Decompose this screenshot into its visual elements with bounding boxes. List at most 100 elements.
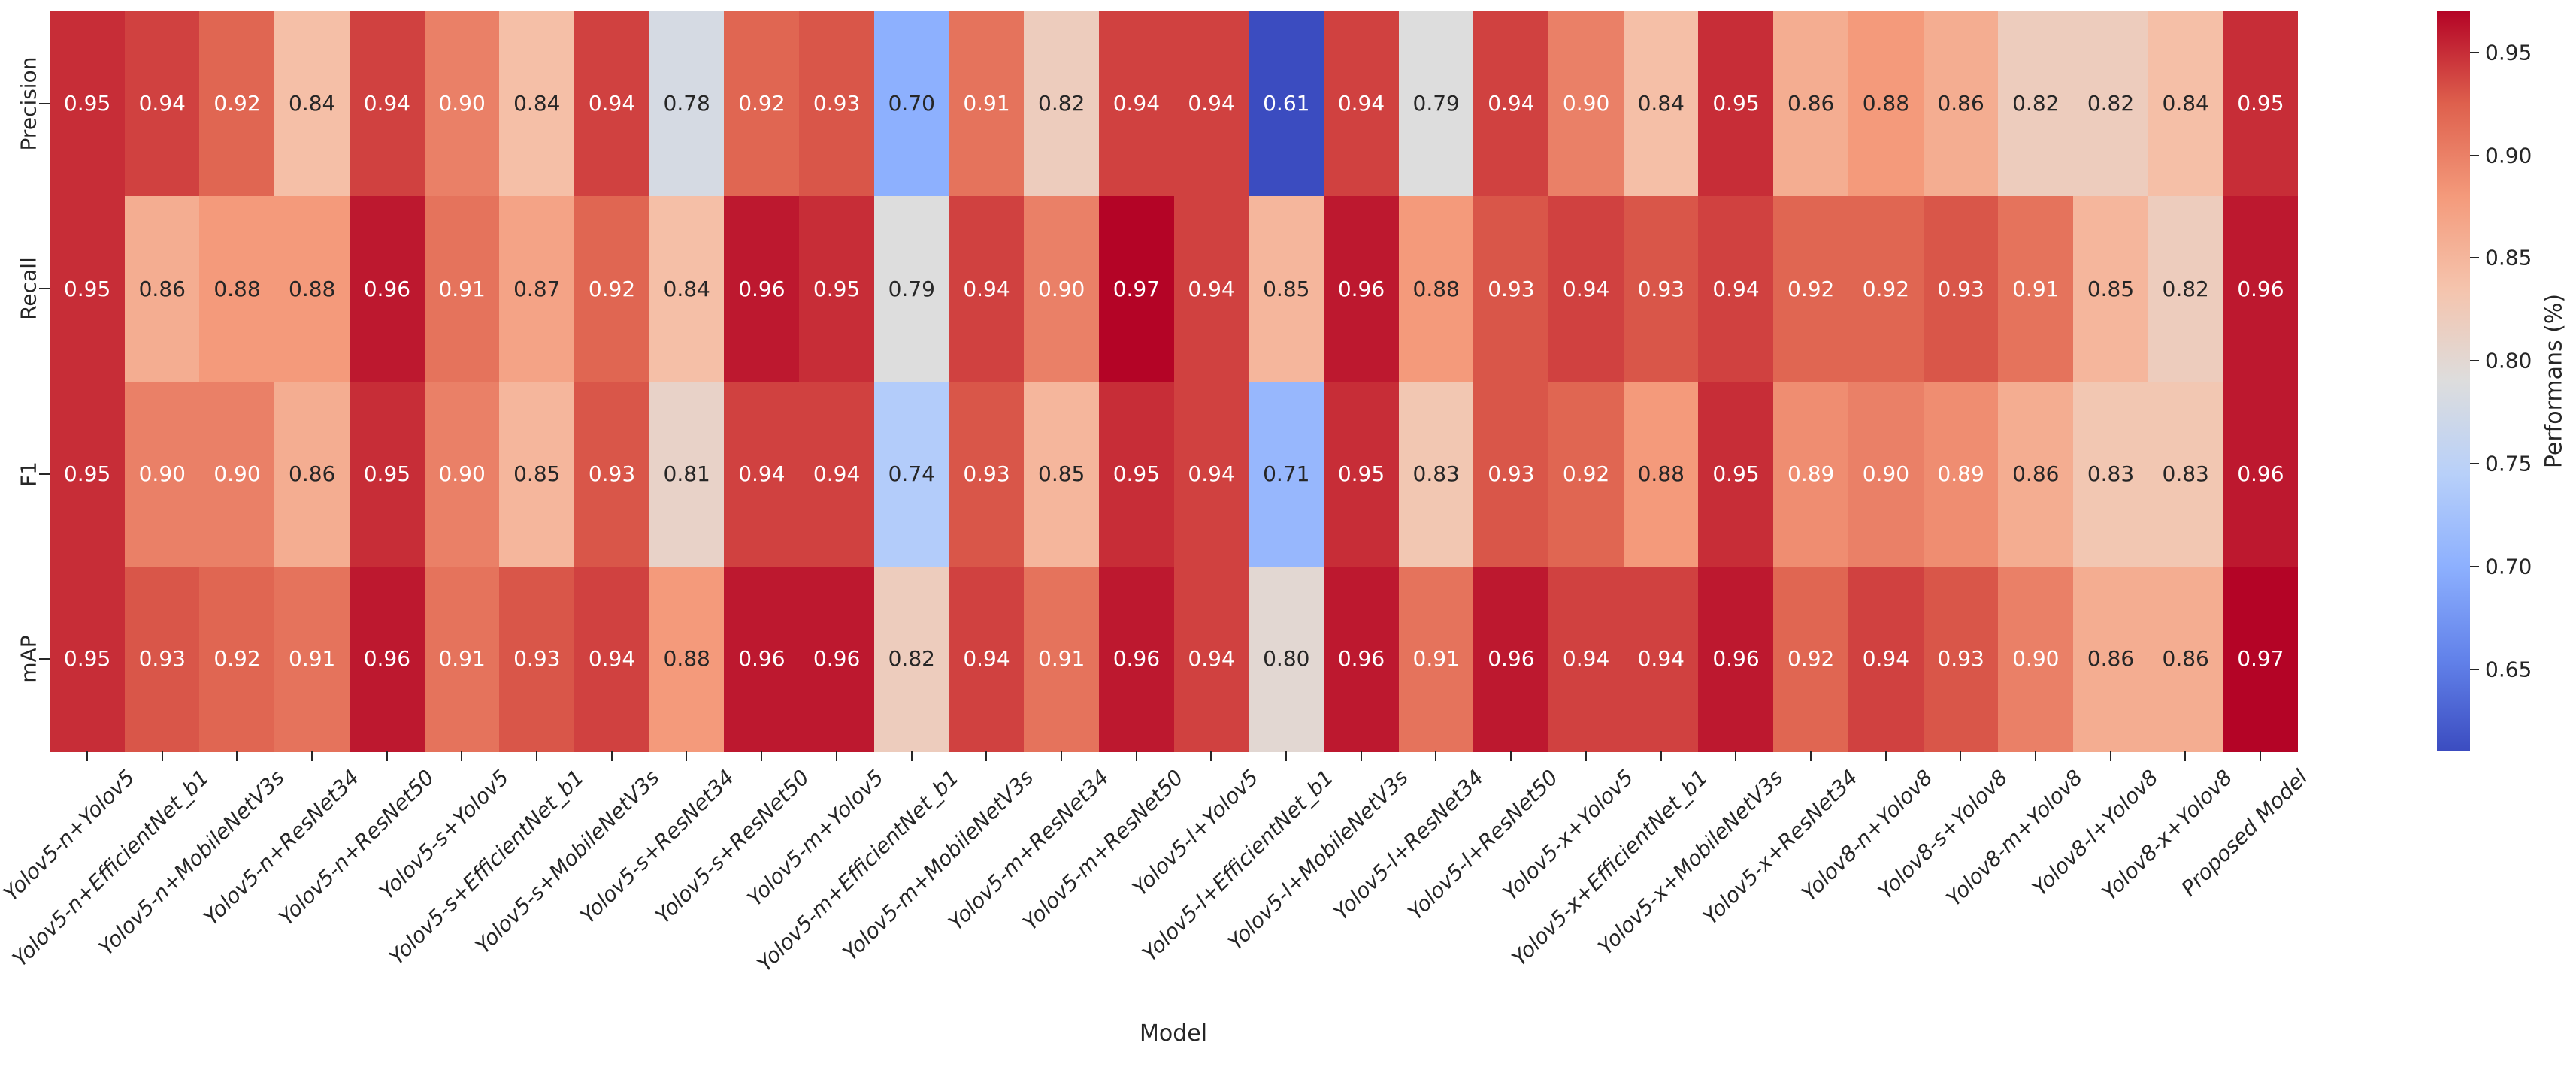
heatmap-cell: 0.80: [1249, 566, 1324, 752]
heatmap-cell: 0.86: [1998, 381, 2074, 567]
heatmap-cell: 0.86: [2148, 566, 2223, 752]
heatmap-cell: 0.82: [2072, 11, 2149, 197]
heatmap-cell: 0.93: [1473, 196, 1549, 382]
heatmap-cell: 0.85: [1024, 381, 1100, 567]
heatmap-cell: 0.95: [1098, 381, 1174, 567]
x-tick-mark: [1809, 751, 1812, 761]
heatmap-cell: 0.94: [949, 566, 1025, 752]
heatmap-cell: 0.92: [199, 566, 275, 752]
heatmap-cell: 0.94: [124, 11, 200, 197]
colorbar-tick-label: 0.85: [2485, 245, 2532, 271]
heatmap-cell: 0.85: [499, 381, 575, 567]
model-column-label: Yolov8-s+Yolov8: [1873, 765, 2013, 905]
x-tick-mark: [1660, 751, 1662, 761]
heatmap-cell: 0.94: [1623, 566, 1699, 752]
model-column-label: Yolov5-s+Yolov5: [374, 765, 514, 905]
x-tick-mark: [2109, 751, 2111, 761]
heatmap-cell: 0.96: [1323, 566, 1400, 752]
heatmap-cell: 0.91: [1998, 196, 2074, 382]
heatmap-cell: 0.91: [1398, 566, 1474, 752]
x-tick-mark: [1135, 751, 1137, 761]
model-column-label: Yolov5-n+Yolov5: [0, 765, 140, 906]
heatmap-cell: 0.93: [499, 566, 575, 752]
colorbar-tick-mark: [2470, 462, 2479, 464]
heatmap-cell: 0.93: [1623, 196, 1699, 382]
x-axis-title: Model: [1139, 1020, 1208, 1047]
heatmap-cell: 0.94: [574, 566, 650, 752]
heatmap-cell: 0.92: [1773, 196, 1849, 382]
heatmap-cell: 0.93: [1473, 381, 1549, 567]
x-tick-mark: [386, 751, 388, 761]
heatmap-cell: 0.83: [1398, 381, 1474, 567]
heatmap-cell: 0.96: [1473, 566, 1549, 752]
heatmap-cell: 0.96: [2223, 196, 2299, 382]
heatmap-cell: 0.87: [499, 196, 575, 382]
heatmap-cell: 0.96: [349, 566, 425, 752]
heatmap-cell: 0.96: [2223, 381, 2299, 567]
heatmap-cell: 0.84: [649, 196, 725, 382]
heatmap-cell: 0.96: [1698, 566, 1774, 752]
heatmap-cell: 0.89: [1773, 381, 1849, 567]
heatmap-cell: 0.92: [1773, 566, 1849, 752]
heatmap-cell: 0.95: [50, 381, 126, 567]
model-column-label: Yolov8-n+Yolov8: [1797, 765, 1938, 906]
x-tick-mark: [1435, 751, 1437, 761]
heatmap-cell: 0.71: [1249, 381, 1324, 567]
x-tick-mark: [761, 751, 763, 761]
heatmap-cell: 0.92: [724, 11, 800, 197]
heatmap-cell: 0.96: [349, 196, 425, 382]
heatmap-cell: 0.90: [1848, 381, 1924, 567]
model-column-label: Yolov5-x+Yolov5: [1497, 765, 1639, 905]
colorbar-title: Performans (%): [2541, 293, 2568, 469]
heatmap-cell: 0.91: [424, 566, 500, 752]
metric-row-label: Precision: [16, 56, 41, 151]
heatmap-cell: 0.86: [2072, 566, 2149, 752]
colorbar-tick-mark: [2470, 668, 2479, 670]
x-tick-mark: [686, 751, 688, 761]
x-tick-mark: [536, 751, 538, 761]
heatmap-cell: 0.90: [199, 381, 275, 567]
heatmap-cell: 0.93: [574, 381, 650, 567]
x-tick-mark: [1060, 751, 1062, 761]
colorbar-tick-label: 0.70: [2485, 554, 2532, 579]
colorbar-tick-mark: [2470, 51, 2479, 53]
heatmap-cell: 0.94: [799, 381, 875, 567]
heatmap-cell: 0.82: [1024, 11, 1100, 197]
x-tick-mark: [1960, 751, 1962, 761]
heatmap-cell: 0.78: [649, 11, 725, 197]
heatmap-cell: 0.86: [1773, 11, 1849, 197]
heatmap-cell: 0.90: [424, 11, 500, 197]
heatmap-cell: 0.92: [1848, 196, 1924, 382]
metric-row-label: F1: [16, 461, 41, 487]
heatmap-cell: 0.82: [1998, 11, 2074, 197]
heatmap-cell: 0.74: [873, 381, 949, 567]
heatmap-cell: 0.89: [1923, 381, 1999, 567]
x-tick-mark: [2184, 751, 2187, 761]
heatmap-cell: 0.88: [1398, 196, 1474, 382]
x-tick-mark: [1735, 751, 1737, 761]
heatmap-cell: 0.94: [949, 196, 1025, 382]
model-column-label: Yolov5-l+Yolov5: [1128, 765, 1264, 901]
x-tick-mark: [1360, 751, 1362, 761]
x-tick-mark: [1884, 751, 1887, 761]
colorbar-tick-mark: [2470, 360, 2479, 362]
heatmap-cell: 0.94: [1473, 11, 1549, 197]
x-tick-mark: [910, 751, 913, 761]
x-tick-mark: [461, 751, 463, 761]
model-column-label: Yolov8-m+Yolov8: [1942, 765, 2088, 911]
heatmap-cell: 0.97: [2223, 566, 2299, 752]
heatmap-cell: 0.97: [1098, 196, 1174, 382]
y-tick-mark: [39, 103, 50, 105]
x-tick-mark: [161, 751, 163, 761]
metric-row-label: mAP: [16, 635, 41, 683]
x-tick-mark: [86, 751, 88, 761]
heatmap-cell: 0.88: [1623, 381, 1699, 567]
heatmap-cell: 0.82: [873, 566, 949, 752]
model-column-label: Yolov5-l+ResNet50: [1403, 765, 1563, 925]
colorbar-tick-label: 0.95: [2485, 40, 2532, 65]
colorbar-tick-mark: [2470, 565, 2479, 567]
metric-row-label: Recall: [16, 257, 41, 321]
heatmap-cell: 0.70: [873, 11, 949, 197]
heatmap-cell: 0.88: [199, 196, 275, 382]
